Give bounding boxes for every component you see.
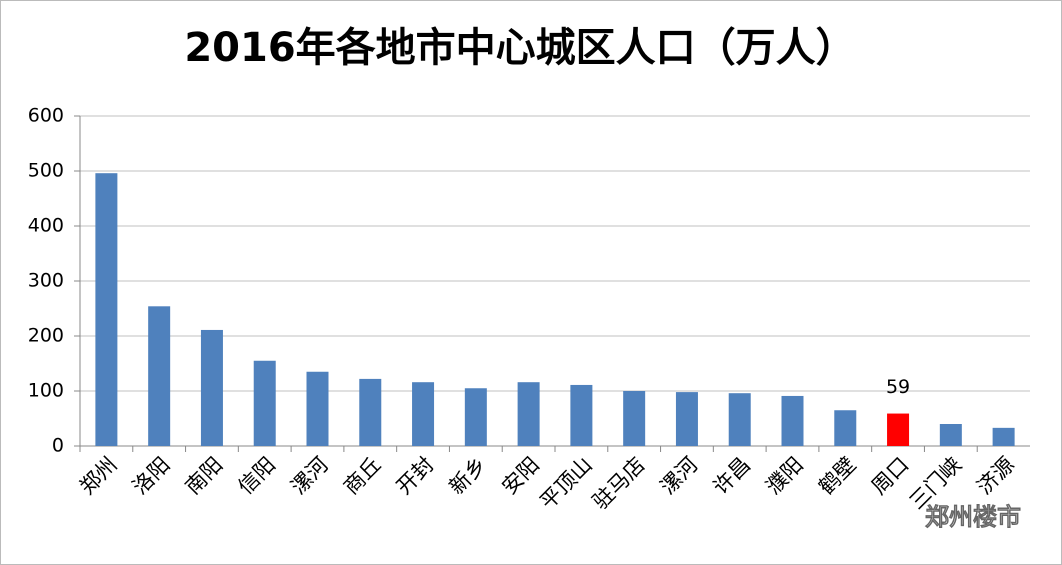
chart-title: 2016年各地市中心城区人口（万人） xyxy=(184,25,855,71)
bar xyxy=(834,410,857,446)
watermark-icon xyxy=(895,505,921,531)
bar xyxy=(253,360,276,446)
bar xyxy=(887,413,910,446)
bar xyxy=(517,382,540,446)
bar xyxy=(95,173,118,446)
bar xyxy=(200,329,223,446)
bar xyxy=(939,424,962,446)
bar xyxy=(675,392,698,446)
bar xyxy=(728,393,751,446)
bar xyxy=(570,384,593,446)
y-tick-label: 600 xyxy=(28,105,64,127)
y-tick-label: 500 xyxy=(28,160,64,182)
bar xyxy=(148,306,171,446)
bar xyxy=(623,391,646,446)
bar xyxy=(781,395,804,446)
watermark: 郑州楼市 xyxy=(925,503,1021,531)
bar xyxy=(464,388,487,446)
bar xyxy=(359,378,382,446)
y-tick-label: 100 xyxy=(28,380,64,402)
y-tick-label: 400 xyxy=(28,215,64,237)
y-tick-label: 0 xyxy=(52,435,64,457)
bar xyxy=(306,371,329,446)
y-tick-label: 300 xyxy=(28,270,64,292)
bar xyxy=(412,382,435,446)
y-tick-label: 200 xyxy=(28,325,64,347)
bar xyxy=(992,427,1015,446)
value-label: 59 xyxy=(886,376,910,398)
